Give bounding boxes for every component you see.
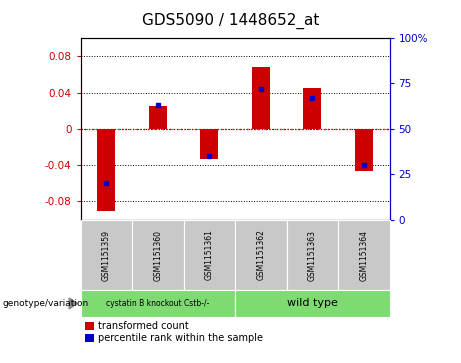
Bar — [149, 106, 167, 129]
Text: percentile rank within the sample: percentile rank within the sample — [98, 333, 263, 343]
Text: transformed count: transformed count — [98, 321, 189, 331]
Bar — [355, 129, 373, 171]
Bar — [303, 88, 321, 129]
Bar — [201, 129, 219, 159]
Text: GSM1151364: GSM1151364 — [359, 229, 368, 281]
Text: GSM1151361: GSM1151361 — [205, 229, 214, 281]
Text: genotype/variation: genotype/variation — [2, 299, 89, 308]
Text: GSM1151362: GSM1151362 — [256, 229, 266, 281]
Bar — [97, 129, 115, 211]
Text: GDS5090 / 1448652_at: GDS5090 / 1448652_at — [142, 13, 319, 29]
Text: cystatin B knockout Cstb-/-: cystatin B knockout Cstb-/- — [106, 299, 210, 308]
Text: GSM1151360: GSM1151360 — [154, 229, 162, 281]
Text: GSM1151363: GSM1151363 — [308, 229, 317, 281]
Text: GSM1151359: GSM1151359 — [102, 229, 111, 281]
Bar — [252, 67, 270, 129]
Text: wild type: wild type — [287, 298, 338, 309]
